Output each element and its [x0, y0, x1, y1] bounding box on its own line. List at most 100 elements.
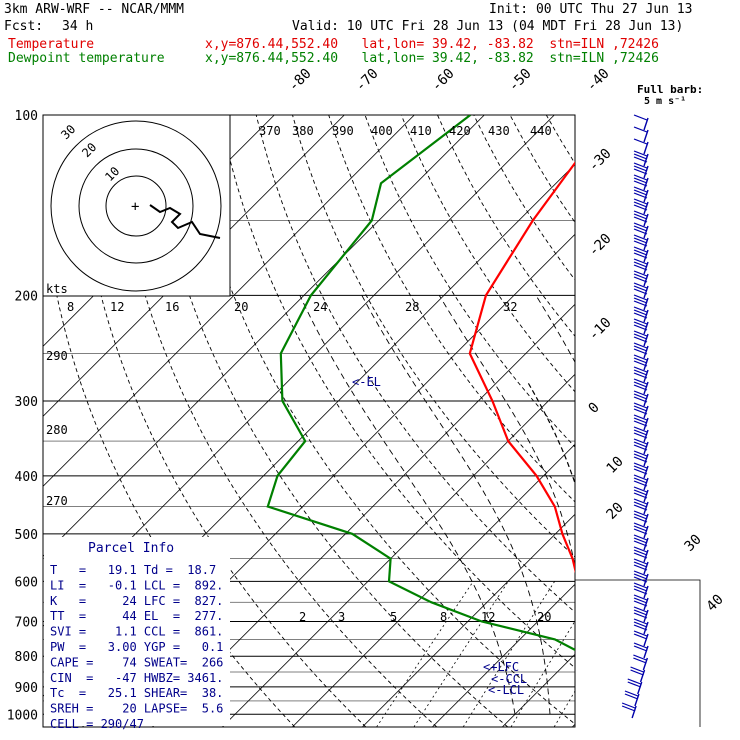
wind-barb: [643, 369, 649, 383]
isotherm-label: 40: [704, 592, 727, 615]
wind-barb-flag: [633, 624, 648, 631]
dry-adiabat: [292, 115, 575, 558]
wind-barb-flag: [633, 378, 648, 385]
moist-adiabat: [299, 295, 516, 715]
forecast-label: Fcst:: [4, 19, 44, 34]
wind-barb: [643, 165, 649, 179]
wind-barb-flag: [633, 348, 648, 355]
wind-barb-flag: [633, 201, 648, 208]
isotherm-label: 30: [682, 532, 705, 555]
isotherm-label: 20: [604, 500, 627, 523]
wind-barb-flag: [633, 465, 648, 472]
wind-barb-flag: [633, 189, 648, 196]
wind-barb-flag: [633, 564, 648, 571]
theta-label: 440: [530, 124, 552, 138]
wind-barb-flag: [633, 285, 648, 292]
wind-barb: [643, 309, 649, 323]
wind-barb: [643, 177, 649, 191]
parcel-info-row: Tc = 25.1 SHEAR= 38.: [50, 686, 223, 700]
wind-barb-flag: [633, 606, 648, 613]
theta-label: 410: [410, 124, 432, 138]
wind-barb: [643, 129, 649, 143]
wind-barb: [643, 213, 649, 227]
wind-barb-flag: [633, 174, 648, 181]
wind-barb: [643, 441, 649, 455]
dry-adiabat: [400, 115, 575, 393]
wind-barb: [643, 501, 649, 515]
wind-barb-flag: [633, 657, 647, 664]
wind-barb-flag: [633, 324, 648, 331]
wind-barb-flag: [633, 642, 648, 649]
isotherm-line: [642, 115, 740, 727]
wind-barb-flag: [633, 600, 648, 607]
wind-barb-flag: [633, 318, 648, 325]
isotherm-line: [222, 373, 575, 727]
wind-barb-flag: [633, 516, 648, 523]
el-label: <-EL: [352, 375, 381, 389]
pressure-label: 500: [15, 528, 38, 543]
hodograph-ring: [50, 120, 222, 292]
wind-barb-flag: [633, 525, 648, 532]
wind-barb-flag: [633, 477, 648, 484]
dry-adiabat: [655, 115, 740, 727]
hodograph-speed-label: 16: [165, 300, 179, 314]
wind-barb-flag: [633, 282, 648, 289]
wind-barb-flag: [633, 153, 648, 160]
dry-adiabat: [364, 115, 575, 448]
wind-barb: [643, 225, 649, 239]
dewpoint-legend: Dewpoint temperature: [8, 51, 165, 66]
wind-barb-flag: [633, 612, 648, 619]
theta-label: 400: [371, 124, 393, 138]
wind-barb-flag: [633, 426, 648, 433]
wind-barb-flag: [633, 357, 648, 364]
wind-barb-flag: [633, 486, 648, 493]
wind-barb-flag: [633, 618, 648, 625]
wind-barb: [643, 237, 649, 251]
wind-barb-flag: [633, 597, 648, 604]
wind-barb-flag: [633, 312, 648, 319]
wind-barb-flag: [633, 534, 648, 541]
wind-barb-flag: [633, 492, 648, 499]
isotherm-label: -30: [586, 146, 615, 175]
isotherm-line: [712, 115, 740, 727]
dry-adiabat: [255, 115, 575, 613]
wind-barb-flag: [633, 558, 648, 565]
wind-barb-flag: [633, 258, 648, 265]
wind-barb-flag: [633, 537, 648, 544]
isotherm-label: -80: [286, 66, 315, 95]
wind-barb: [643, 429, 649, 443]
wind-barb-flag: [633, 330, 648, 337]
wind-barb-flag: [633, 402, 648, 409]
mixing-ratio-label: 3: [338, 610, 345, 624]
wind-barb-flag: [633, 420, 648, 427]
wind-barb: [643, 597, 649, 611]
wind-barb: [643, 621, 649, 635]
mixing-ratio-label: 2: [299, 610, 306, 624]
wind-barb-flag: [633, 294, 648, 301]
wind-barb-flag: [633, 249, 648, 256]
wind-barb-flag: [633, 513, 648, 520]
wind-barb-flag: [633, 126, 648, 133]
mixing-ratio-line: [413, 581, 509, 727]
wind-barb-flag: [633, 261, 648, 268]
theta-label: 420: [449, 124, 471, 138]
wind-barb-flag: [633, 417, 648, 424]
wind-barb-flag: [633, 240, 648, 247]
wind-barb-flag: [633, 453, 648, 460]
pressure-label: 400: [15, 470, 38, 485]
wind-barb-flag: [633, 138, 648, 145]
wind-barb: [643, 333, 649, 347]
dewpoint-location: x,y=876.44,552.40 lat,lon= 39.42, -83.82…: [205, 51, 659, 66]
mixing-ratio-line: [376, 581, 474, 727]
dewpoint-line: [266, 115, 575, 652]
wind-barb-flag: [633, 246, 648, 253]
wind-barb-flag: [633, 360, 648, 367]
pressure-label: 200: [15, 289, 38, 304]
wind-barb: [643, 465, 649, 479]
wind-barb-flag: [633, 408, 648, 415]
pressure-label: 100: [15, 109, 38, 124]
isotherm-line: [362, 513, 575, 727]
hodograph-speed-label: 28: [405, 300, 419, 314]
wind-barb: [643, 513, 649, 527]
